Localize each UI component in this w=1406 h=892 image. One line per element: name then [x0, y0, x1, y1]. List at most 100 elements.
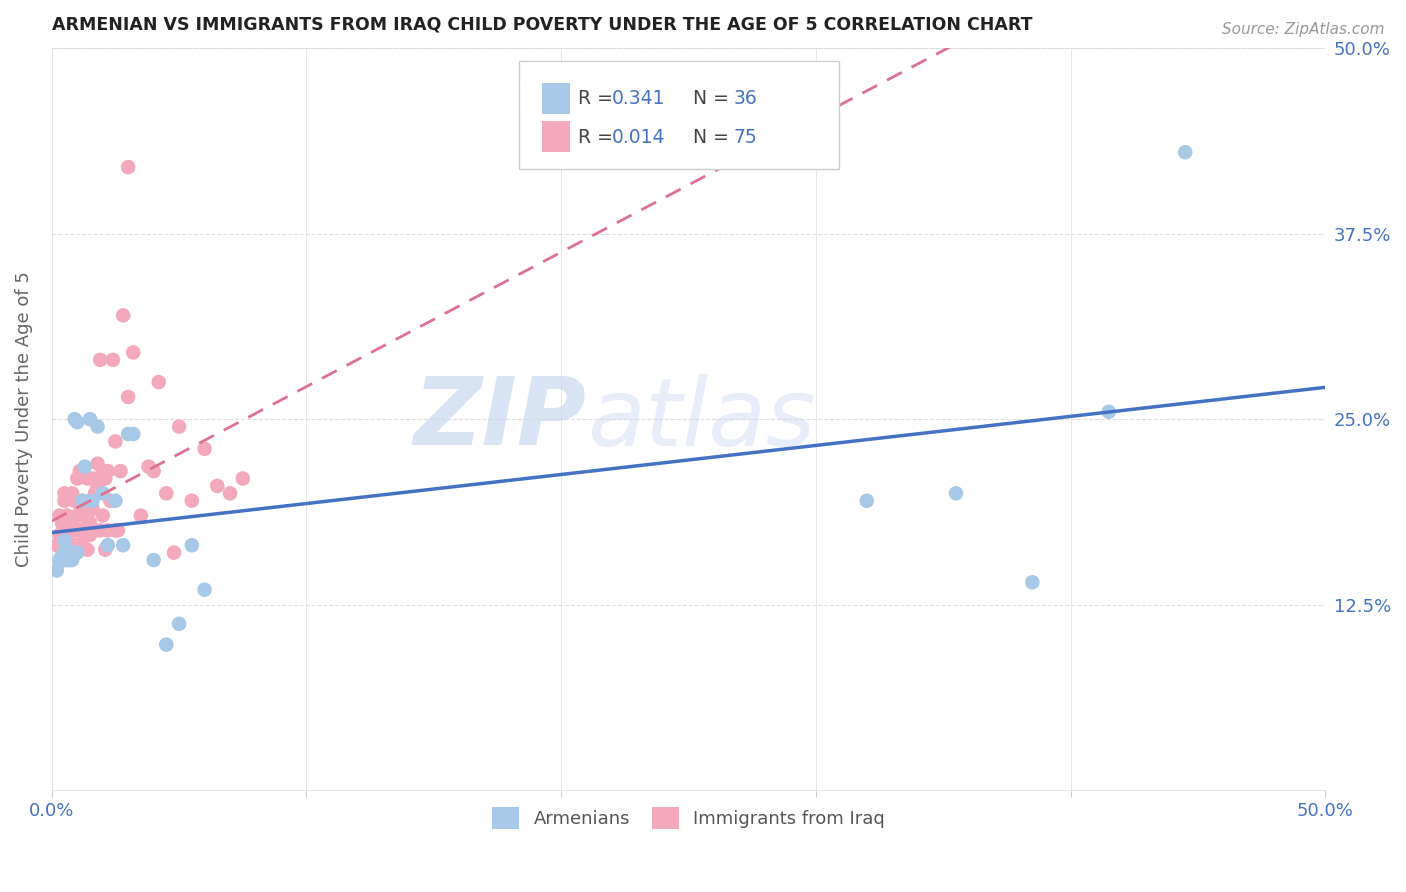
Point: [129, 508, 152, 523]
Point: [82, 471, 104, 485]
Point: [60, 538, 83, 552]
Point: [72, 508, 94, 523]
Point: [180, 538, 202, 552]
Point: [53, 533, 76, 548]
Point: [112, 538, 135, 552]
Text: ZIP: ZIP: [413, 373, 586, 466]
Point: [66, 538, 89, 552]
Point: [207, 479, 229, 493]
Point: [91, 464, 114, 478]
Point: [53, 546, 76, 560]
Text: 36: 36: [733, 88, 756, 108]
Point: [167, 419, 190, 434]
Text: 0.341: 0.341: [612, 88, 665, 108]
Point: [51, 553, 73, 567]
Point: [117, 160, 139, 174]
Point: [51, 516, 73, 530]
Point: [60, 486, 83, 500]
Point: [66, 524, 89, 538]
Point: [73, 459, 96, 474]
Point: [91, 486, 114, 500]
Point: [76, 508, 98, 523]
Point: [82, 501, 104, 516]
Point: [58, 549, 80, 563]
Text: N =: N =: [681, 128, 735, 147]
Point: [194, 442, 217, 456]
Point: [79, 516, 101, 530]
Point: [82, 493, 104, 508]
Point: [155, 486, 177, 500]
FancyBboxPatch shape: [543, 83, 569, 113]
Point: [66, 508, 89, 523]
Point: [167, 616, 190, 631]
Point: [1098, 405, 1121, 419]
Point: [48, 528, 70, 542]
Point: [72, 538, 94, 552]
Point: [91, 508, 114, 523]
Point: [122, 345, 145, 359]
Text: R =: R =: [578, 128, 619, 147]
Point: [72, 524, 94, 538]
Point: [112, 309, 135, 323]
Point: [856, 493, 879, 508]
Point: [84, 524, 107, 538]
Point: [219, 486, 242, 500]
Point: [117, 390, 139, 404]
Point: [79, 493, 101, 508]
Point: [97, 538, 120, 552]
Point: [53, 524, 76, 538]
Point: [97, 464, 120, 478]
Point: [82, 524, 104, 538]
Point: [89, 352, 111, 367]
Point: [56, 553, 79, 567]
Text: 0.014: 0.014: [612, 128, 665, 147]
Point: [98, 493, 121, 508]
Point: [79, 412, 101, 426]
Point: [104, 434, 127, 449]
Point: [56, 508, 79, 523]
Point: [53, 493, 76, 508]
Point: [63, 524, 86, 538]
Point: [69, 464, 91, 478]
Point: [104, 493, 127, 508]
Point: [76, 471, 98, 485]
Text: R =: R =: [578, 88, 619, 108]
Point: [56, 533, 79, 548]
Point: [45, 538, 67, 552]
Point: [66, 546, 89, 560]
Text: N =: N =: [681, 88, 735, 108]
Point: [107, 524, 129, 538]
Point: [101, 352, 124, 367]
Point: [51, 549, 73, 563]
Point: [142, 464, 165, 478]
Point: [945, 486, 967, 500]
Point: [63, 538, 86, 552]
Point: [53, 486, 76, 500]
Text: Source: ZipAtlas.com: Source: ZipAtlas.com: [1222, 22, 1385, 37]
Point: [232, 471, 254, 485]
FancyBboxPatch shape: [519, 61, 839, 169]
Point: [69, 524, 91, 538]
Point: [104, 524, 127, 538]
Point: [66, 471, 89, 485]
Point: [69, 498, 91, 512]
Point: [163, 546, 186, 560]
Point: [48, 508, 70, 523]
Point: [58, 549, 80, 563]
Point: [180, 493, 202, 508]
Point: [86, 479, 108, 493]
Text: ARMENIAN VS IMMIGRANTS FROM IRAQ CHILD POVERTY UNDER THE AGE OF 5 CORRELATION CH: ARMENIAN VS IMMIGRANTS FROM IRAQ CHILD P…: [52, 15, 1032, 33]
Point: [1021, 575, 1043, 590]
Point: [86, 457, 108, 471]
Point: [63, 493, 86, 508]
FancyBboxPatch shape: [543, 121, 569, 153]
Point: [79, 528, 101, 542]
Point: [94, 542, 117, 557]
Legend: Armenians, Immigrants from Iraq: Armenians, Immigrants from Iraq: [485, 800, 893, 837]
Point: [138, 459, 160, 474]
Point: [73, 508, 96, 523]
Point: [76, 542, 98, 557]
Point: [58, 524, 80, 538]
Point: [73, 528, 96, 542]
Point: [117, 427, 139, 442]
